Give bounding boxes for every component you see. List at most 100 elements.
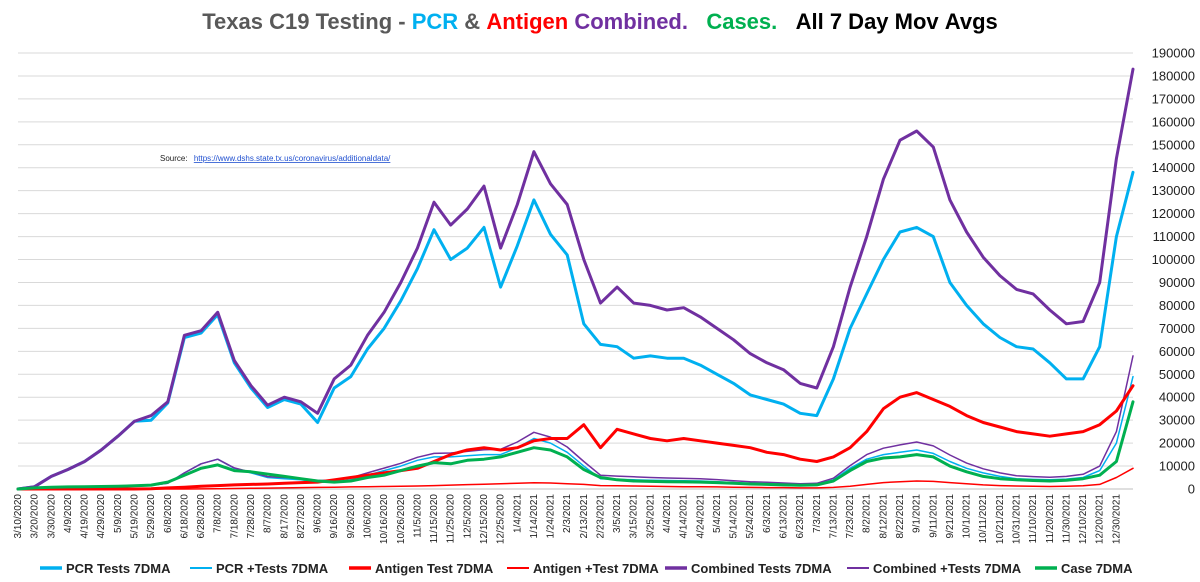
x-tick-label: 3/30/2020 [46,494,57,539]
x-tick-label: 6/28/2020 [196,494,207,539]
x-tick-label: 4/29/2020 [96,494,107,539]
series-line [16,384,1135,491]
x-tick-label: 6/18/2020 [179,494,190,539]
title-segment: Texas C19 Testing - [202,9,411,34]
legend: PCR Tests 7DMA PCR +Tests 7DMA Antigen Tes… [40,561,1133,576]
y-tick-label: 170000 [1152,91,1195,106]
y-tick-label: 90000 [1159,275,1195,290]
legend-item: Antigen Test 7DMA [349,561,494,576]
x-tick-label: 9/26/2020 [346,494,357,539]
x-tick-label: 10/11/2021 [978,494,989,544]
x-tick-label: 5/29/2020 [146,494,157,539]
x-tick-label: 12/5/2020 [462,494,473,539]
x-tick-label: 9/1/2021 [912,494,923,533]
x-tick-label: 4/19/2020 [80,494,91,539]
y-tick-label: 180000 [1152,68,1195,83]
x-tick-label: 5/24/2021 [745,494,756,539]
legend-label: PCR Tests 7DMA [66,561,171,576]
series-line [16,170,1135,491]
series-lines [16,67,1135,491]
y-tick-label: 80000 [1159,298,1195,313]
y-tick-label: 60000 [1159,344,1195,359]
x-tick-label: 3/10/2020 [13,494,24,539]
y-tick-label: 50000 [1159,367,1195,382]
x-tick-label: 6/3/2021 [762,494,773,533]
x-tick-label: 5/14/2021 [729,494,740,539]
legend-item: Case 7DMA [1035,561,1133,576]
x-tick-label: 6/23/2021 [795,494,806,539]
legend-label: Case 7DMA [1061,561,1133,576]
y-tick-label: 150000 [1152,137,1195,152]
source-link[interactable]: https://www.dshs.state.tx.us/coronavirus… [194,154,391,163]
x-tick-label: 10/16/2020 [379,494,390,544]
legend-label: Antigen +Test 7DMA [533,561,659,576]
legend-item: PCR +Tests 7DMA [190,561,329,576]
x-tick-label: 10/1/2021 [962,494,973,539]
x-tick-label: 10/6/2020 [362,494,373,539]
x-tick-label: 7/28/2020 [246,494,257,539]
x-tick-label: 10/31/2021 [1012,494,1023,544]
svg-text:Source: https://www.dshs: Source: https://www.dshs.state.tx.us/cor… [160,154,391,163]
legend-item: Combined Tests 7DMA [665,561,832,576]
y-tick-label: 130000 [1152,183,1195,198]
x-tick-label: 8/22/2021 [895,494,906,539]
x-tick-label: 11/25/2020 [446,494,457,544]
series-line [16,67,1135,491]
x-tick-label: 10/21/2021 [995,494,1006,544]
x-tick-label: 10/26/2020 [396,494,407,544]
y-tick-label: 140000 [1152,160,1195,175]
source-annotation: Source: https://www.dshs.state.tx.us/cor… [160,154,391,163]
legend-item: PCR Tests 7DMA [40,561,171,576]
x-tick-label: 3/25/2021 [645,494,656,539]
y-tick-label: 20000 [1159,436,1195,451]
x-tick-label: 4/14/2021 [679,494,690,539]
title-segment: All 7 Day Mov Avgs [777,9,997,34]
x-tick-label: 7/18/2020 [229,494,240,539]
x-tick-label: 5/19/2020 [129,494,140,539]
title-segment: PCR [412,9,459,34]
legend-label: PCR +Tests 7DMA [216,561,329,576]
x-tick-label: 6/8/2020 [163,494,174,533]
x-tick-label: 9/11/2021 [928,494,939,538]
x-tick-label: 1/24/2021 [546,494,557,539]
x-tick-label: 11/5/2020 [412,494,423,538]
y-axis-ticks: 0 10000 20000 30000 40000 50000 60000 70000 8000… [1152,46,1195,497]
x-tick-label: 5/9/2020 [113,494,124,533]
x-tick-label: 4/24/2021 [695,494,706,539]
y-tick-label: 0 [1188,482,1195,497]
x-tick-label: 8/7/2020 [263,494,274,533]
y-tick-label: 30000 [1159,413,1195,428]
y-tick-label: 40000 [1159,390,1195,405]
title-segment: Antigen [486,9,568,34]
legend-item: Combined +Tests 7DMA [847,561,1022,576]
chart-title: Texas C19 Testing - PCR & Antigen Combin… [202,9,998,34]
x-tick-label: 12/25/2020 [496,494,507,544]
x-tick-label: 2/23/2021 [595,494,606,539]
x-tick-label: 8/17/2020 [279,494,290,539]
x-tick-label: 6/13/2021 [779,494,790,539]
x-tick-label: 7/3/2021 [812,494,823,533]
series-line [16,400,1135,491]
x-tick-label: 2/3/2021 [562,494,573,533]
y-tick-label: 100000 [1152,252,1195,267]
x-tick-label: 2/13/2021 [579,494,590,539]
x-tick-label: 12/15/2020 [479,494,490,544]
x-tick-label: 9/16/2020 [329,494,340,539]
legend-label: Combined Tests 7DMA [691,561,832,576]
x-tick-label: 8/12/2021 [878,494,889,539]
title-segment: Cases. [688,9,777,34]
x-tick-label: 11/30/2021 [1061,494,1072,544]
grid-lines [18,52,1133,490]
y-tick-label: 110000 [1153,229,1195,244]
x-tick-label: 11/10/2021 [1028,494,1039,544]
x-tick-label: 4/9/2020 [63,494,74,533]
x-tick-label: 1/14/2021 [529,494,540,539]
legend-label: Antigen Test 7DMA [375,561,494,576]
x-tick-label: 7/8/2020 [213,494,224,533]
series-line [17,355,1134,490]
title-segment: & [458,9,486,34]
y-tick-label: 120000 [1152,206,1195,221]
x-tick-label: 8/27/2020 [296,494,307,539]
x-axis-ticks: 3/10/2020 3/20/2020 3/30/2020 4/9/2020 4/19/… [13,494,1122,544]
